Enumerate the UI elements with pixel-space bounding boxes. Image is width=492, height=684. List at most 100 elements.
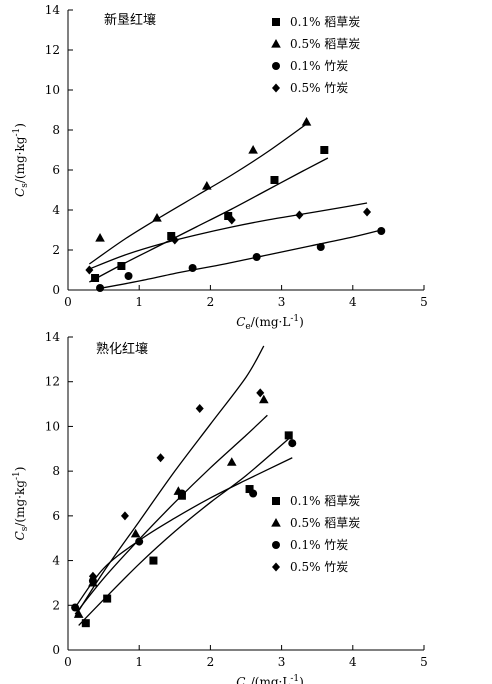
x-tick-label: 1	[135, 655, 143, 669]
panel-title: 新垦红壤	[104, 12, 156, 28]
data-point-circle	[177, 489, 186, 498]
data-point-triangle	[259, 394, 269, 404]
data-point-triangle	[248, 145, 258, 154]
legend-marker-square	[272, 497, 280, 505]
data-point-square	[117, 262, 126, 270]
x-tick-label: 1	[135, 295, 143, 309]
data-point-square	[167, 232, 176, 240]
y-tick-label: 0	[52, 283, 60, 297]
series-circle	[71, 439, 297, 612]
legend-label: 0.1% 竹炭	[290, 538, 348, 552]
data-point-square	[224, 212, 233, 220]
data-point-circle	[249, 489, 258, 498]
x-tick-label: 4	[349, 655, 357, 669]
panel-title: 熟化红壤	[96, 341, 148, 357]
data-point-circle	[96, 284, 105, 292]
data-point-triangle	[226, 457, 237, 466]
data-point-diamond	[295, 210, 304, 220]
y-axis-label-exponent: -1	[12, 471, 22, 480]
data-point-diamond	[363, 207, 372, 217]
legend-marker-diamond	[272, 83, 280, 93]
x-axis-label-exponent: -1	[290, 674, 299, 684]
x-tick-label: 3	[278, 655, 286, 669]
y-tick-label: 2	[52, 243, 60, 257]
x-tick-label: 0	[64, 655, 72, 669]
data-point-square	[284, 431, 293, 440]
y-axis-label-exponent: -1	[12, 128, 22, 137]
data-point-square	[91, 274, 100, 282]
x-axis-label-unit: /(mg·L	[251, 315, 291, 329]
x-tick-label: 0	[64, 295, 72, 309]
data-point-triangle	[152, 213, 162, 222]
data-point-square	[149, 556, 158, 565]
data-point-circle	[135, 537, 144, 546]
data-point-triangle	[130, 528, 141, 538]
data-point-circle	[124, 272, 133, 280]
y-axis-label-subscript: s	[20, 183, 30, 188]
y-tick-label: 12	[45, 43, 60, 57]
x-axis-label-subscript: e	[245, 322, 250, 332]
y-tick-label: 6	[52, 163, 60, 177]
fit-curve	[88, 123, 307, 265]
legend-marker-triangle	[271, 39, 281, 48]
legend-label: 0.5% 竹炭	[290, 81, 348, 95]
series-square	[78, 431, 293, 628]
legend-label: 0.5% 稻草炭	[290, 37, 360, 51]
x-tick-label: 2	[207, 655, 215, 669]
y-tick-label: 14	[45, 330, 61, 344]
fit-curve	[74, 457, 293, 608]
y-tick-label: 8	[52, 464, 60, 478]
data-point-circle	[188, 264, 197, 272]
x-axis-label-exponent: -1	[290, 314, 299, 324]
fit-curve	[89, 157, 329, 283]
data-point-square	[81, 619, 90, 628]
legend-label: 0.5% 竹炭	[290, 560, 348, 574]
y-tick-label: 4	[52, 554, 60, 568]
series-square	[89, 146, 329, 283]
y-tick-label: 12	[45, 375, 60, 389]
series-diamond	[85, 202, 372, 275]
x-axis-label-unit: /(mg·L	[251, 675, 291, 684]
data-point-diamond	[170, 235, 179, 245]
series-triangle	[88, 117, 312, 265]
y-axis-label-symbol: C	[13, 531, 27, 540]
y-axis-label-unit: /(mg·kg	[13, 480, 27, 527]
series-triangle	[73, 394, 269, 618]
legend-marker-square	[272, 18, 280, 26]
data-point-circle	[377, 227, 386, 235]
data-point-square	[245, 485, 254, 494]
data-point-circle	[252, 253, 261, 261]
y-tick-label: 4	[52, 203, 60, 217]
data-point-diamond	[156, 453, 165, 463]
legend-label: 0.1% 稻草炭	[290, 15, 360, 29]
data-point-diamond	[256, 388, 265, 398]
data-point-diamond	[88, 571, 97, 581]
data-point-diamond	[120, 511, 129, 521]
x-tick-label: 5	[420, 295, 428, 309]
data-point-square	[103, 594, 112, 603]
data-point-circle	[316, 243, 325, 251]
fit-curve	[74, 345, 265, 617]
x-axis-label-symbol: C	[236, 675, 245, 684]
x-tick-label: 2	[207, 295, 215, 309]
legend-marker-triangle	[271, 518, 281, 527]
fit-curve	[74, 414, 268, 615]
data-point-diamond	[227, 215, 236, 225]
x-tick-label: 4	[349, 295, 357, 309]
data-point-triangle	[95, 233, 105, 242]
y-tick-label: 14	[45, 3, 61, 17]
y-tick-label: 10	[45, 419, 60, 433]
x-tick-label: 3	[278, 295, 286, 309]
y-tick-label: 6	[52, 509, 60, 523]
chart-panel-2: 01234502468101214Ce/(mg·L-1)Cs/(mg·kg-1)…	[12, 330, 428, 684]
y-tick-label: 8	[52, 123, 60, 137]
y-axis-label-symbol: C	[13, 188, 27, 197]
x-axis-label-unit-close: )	[299, 315, 304, 329]
y-axis-label: Cs/(mg·kg-1)	[12, 123, 30, 197]
y-axis-label-unit-close: )	[13, 467, 27, 472]
x-axis-label-symbol: C	[236, 315, 245, 329]
x-axis-label-subscript: e	[245, 682, 250, 684]
y-axis-label: Cs/(mg·kg-1)	[12, 467, 30, 541]
data-point-circle	[71, 603, 80, 612]
